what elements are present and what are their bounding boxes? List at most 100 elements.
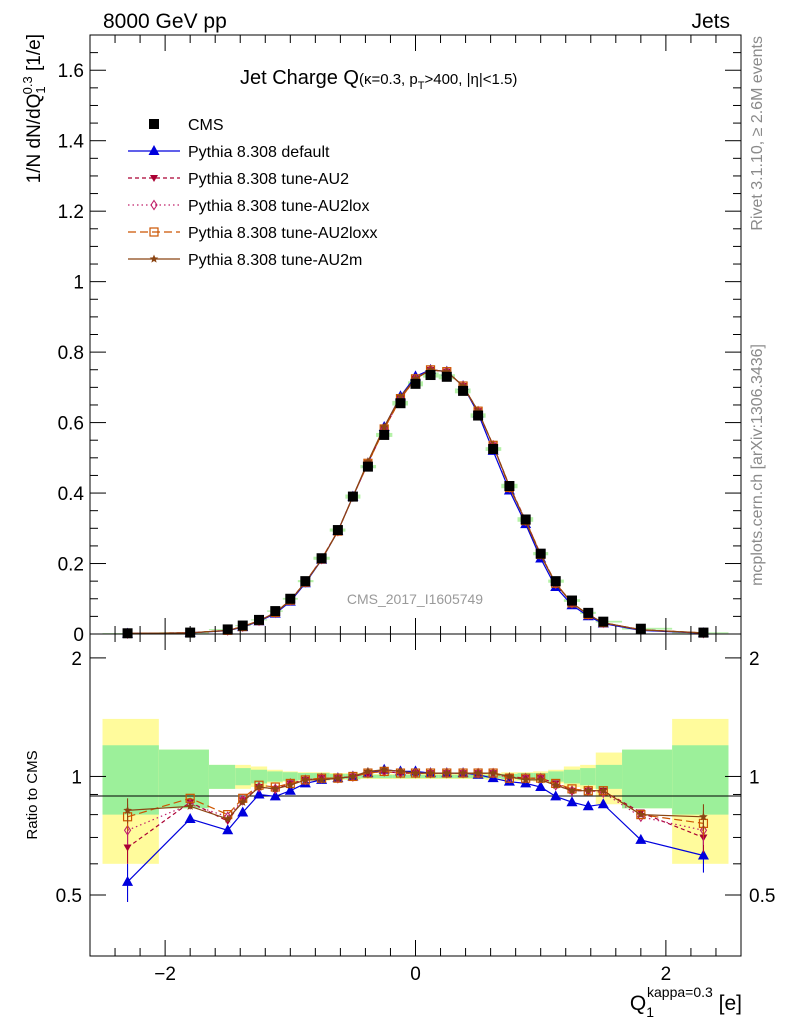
chart-title-sub-a: (κ=0.3, p [359, 71, 418, 88]
ratio-marker [237, 806, 249, 817]
ratio-marker [636, 810, 646, 819]
ratio-band-inner [672, 745, 729, 815]
header-right: Jets [691, 10, 730, 33]
ratio-marker [254, 782, 264, 791]
series-marker [379, 422, 389, 431]
ratio-band-inner [595, 764, 623, 789]
chart-title-main: Jet Charge Q [240, 67, 359, 89]
ratio-marker [284, 784, 296, 795]
legend-label: Pythia 8.308 tune-AU2lox [188, 198, 369, 215]
ratio-marker [536, 775, 545, 784]
ratio-marker [505, 772, 514, 781]
ratio-band-inner [622, 749, 673, 809]
main-panel-cms-points [122, 370, 709, 639]
ratio-marker [396, 766, 405, 775]
ratio-panel-bands [102, 718, 729, 864]
ratio-marker [185, 801, 195, 810]
ratio-marker [521, 775, 530, 784]
cms-data-point [254, 614, 265, 625]
xlabel-sub: 1 [646, 1004, 654, 1020]
ratio-marker [271, 784, 280, 793]
cms-data-point [698, 627, 709, 638]
main-band [595, 620, 623, 623]
cms-data-point [598, 616, 609, 627]
legend-label: Pythia 8.308 tune-AU2loxx [188, 225, 377, 242]
main-ylabel-sub: 1 [33, 86, 48, 93]
ratio-marker [442, 768, 452, 777]
series-marker [396, 391, 405, 400]
ratio-marker [222, 824, 234, 835]
cms-data-point [347, 491, 358, 502]
cms-data-point [488, 444, 499, 455]
main-ylabel-sup: 0.3 [20, 76, 35, 94]
ratio-marker [536, 773, 546, 783]
ratio-marker [550, 790, 562, 801]
ratio-band-inner [267, 771, 283, 782]
ratio-marker [597, 798, 609, 809]
chart-title-sub-t: T [418, 80, 425, 92]
cms-data-point [270, 606, 281, 617]
ratio-band-inner [208, 764, 236, 789]
y-tick-label: 1.4 [58, 132, 85, 153]
ratio-marker [123, 824, 132, 836]
xlabel: Q1 kappa=0.3 [e] [630, 984, 742, 1020]
ratio-marker [122, 875, 134, 886]
main-ylabel: 1/N dN/dQ10.3 [1/e] [20, 34, 48, 183]
ratio-band-inner [282, 772, 298, 781]
ratio-marker [379, 765, 389, 774]
legend-marker [150, 199, 158, 211]
y-tick-label: 1.2 [58, 202, 84, 223]
ratio-marker [582, 800, 594, 811]
cms-data-point [410, 378, 421, 389]
ratio-marker [599, 786, 608, 795]
ratio-marker [473, 768, 483, 777]
ratio-marker [697, 849, 709, 860]
cms-data-point [395, 398, 406, 409]
legend-marker [149, 227, 159, 237]
ratio-y-tick-label-right: 2 [749, 649, 760, 670]
cms-data-point [520, 514, 531, 525]
main-panel-ticks: 0 0.2 0.4 0.6 0.8 1 1.2 1.4 1.6 [58, 34, 742, 646]
ratio-marker [566, 796, 578, 807]
cms-data-point [504, 481, 515, 492]
ratio-band-inner [158, 749, 209, 809]
main-band [208, 629, 236, 631]
source-caption: mcplots.cern.ch [arXiv:1306.3436] [749, 344, 766, 586]
xlabel-sup: kappa=0.3 [647, 984, 713, 1000]
cms-data-point [535, 548, 546, 559]
legend: CMS Pythia 8.308 default Pythia 8.308 tune… [128, 117, 377, 269]
cms-data-point [237, 620, 248, 631]
cms-data-point [458, 385, 469, 396]
ratio-band-inner [563, 769, 581, 784]
ratio-band-inner [250, 769, 268, 784]
ratio-marker [123, 805, 132, 814]
y-tick-label: 0.8 [58, 343, 84, 364]
legend-marker [149, 254, 159, 263]
ratio-marker [411, 768, 420, 777]
legend-marker [148, 145, 160, 155]
series-marker [411, 374, 420, 383]
ratio-marker [123, 844, 132, 852]
cms-data-point [222, 624, 233, 635]
ratio-marker [635, 833, 647, 844]
y-tick-label: 1.6 [58, 61, 84, 82]
ratio-marker [253, 788, 265, 799]
ratio-marker [301, 775, 310, 784]
ratio-marker [238, 797, 247, 806]
ratio-panel-frame [89, 633, 742, 957]
xlabel-pre: Q [630, 992, 646, 1015]
main-ylabel-pre: 1/N dN/dQ [24, 94, 45, 184]
cms-data-point [583, 607, 594, 618]
y-tick-label: 0.2 [58, 555, 84, 576]
main-ylabel-post: [1/e] [24, 34, 45, 76]
ratio-marker [286, 780, 295, 789]
ratio-marker [239, 794, 247, 806]
ratio-marker [699, 812, 708, 821]
ratio-y-tick-label-right: 0.5 [749, 886, 775, 907]
ratio-marker [184, 812, 196, 823]
ratio-panel-ticks: 0.5 0.5 1 1 2 2 −2 0 2 [56, 634, 775, 985]
rivet-caption: Rivet 3.1.10, ≥ 2.6M events [749, 36, 766, 231]
ratio-marker [567, 786, 577, 795]
ratio-marker [333, 773, 343, 782]
